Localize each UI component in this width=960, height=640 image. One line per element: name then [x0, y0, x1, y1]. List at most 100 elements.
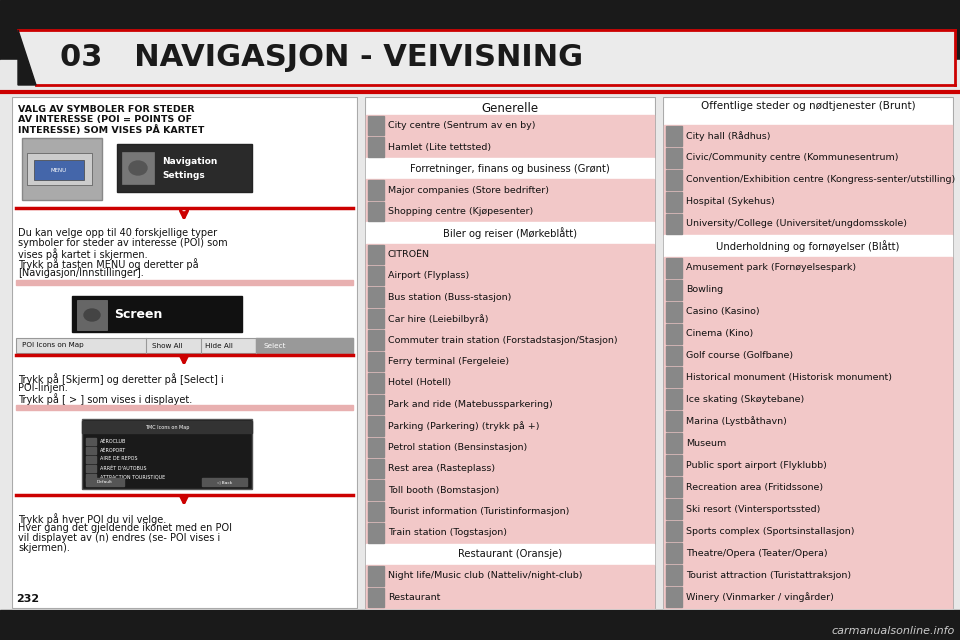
Text: Tourist information (Turistinformasjon): Tourist information (Turistinformasjon)	[388, 507, 569, 516]
Bar	[366, 351, 654, 372]
Bar	[666, 170, 682, 190]
Text: Car hire (Leiebilbyrå): Car hire (Leiebilbyrå)	[388, 314, 489, 324]
Text: MENU: MENU	[51, 168, 67, 173]
Text: Generelle: Generelle	[481, 102, 539, 115]
Bar	[666, 214, 682, 234]
Bar	[368, 481, 384, 500]
Text: Du kan velge opp til 40 forskjellige typer: Du kan velge opp til 40 forskjellige typ…	[18, 228, 217, 238]
Bar	[666, 565, 682, 585]
Bar	[366, 222, 654, 244]
Bar	[663, 97, 953, 608]
Text: Civic/Community centre (Kommunesentrum): Civic/Community centre (Kommunesentrum)	[686, 154, 899, 163]
Text: Commuter train station (Forstadstasjon/Stasjon): Commuter train station (Forstadstasjon/S…	[388, 335, 617, 344]
Bar	[366, 479, 654, 501]
Text: Trykk på [ > ] som vises i displayet.: Trykk på [ > ] som vises i displayet.	[18, 393, 192, 405]
Bar	[368, 588, 384, 607]
Text: Navigation: Navigation	[162, 157, 217, 166]
Text: Golf course (Golfbane): Golf course (Golfbane)	[686, 351, 793, 360]
Bar	[256, 338, 353, 353]
Bar	[666, 301, 682, 321]
Text: VALG AV SYMBOLER FOR STEDER: VALG AV SYMBOLER FOR STEDER	[18, 105, 195, 114]
Bar	[366, 522, 654, 544]
Bar	[0, 0, 960, 60]
Text: ATTRACTION TOURISTIQUE: ATTRACTION TOURISTIQUE	[100, 474, 165, 479]
Bar	[366, 330, 654, 351]
Bar	[366, 179, 654, 201]
Bar	[122, 152, 154, 184]
Text: AIRE DE REPOS: AIRE DE REPOS	[100, 456, 137, 461]
Bar	[664, 235, 952, 257]
Text: Bus station (Buss-stasjon): Bus station (Buss-stasjon)	[388, 292, 512, 301]
Text: POI-linjen.: POI-linjen.	[18, 383, 68, 393]
Text: Trykk på hver POI du vil velge.: Trykk på hver POI du vil velge.	[18, 513, 166, 525]
Text: Hamlet (Lite tettsted): Hamlet (Lite tettsted)	[388, 143, 492, 152]
Bar	[368, 116, 384, 136]
Bar	[368, 416, 384, 436]
Bar	[666, 192, 682, 212]
Bar	[666, 324, 682, 344]
Text: INTERESSE) SOM VISES PÅ KARTET: INTERESSE) SOM VISES PÅ KARTET	[18, 125, 204, 135]
Bar	[368, 266, 384, 285]
Bar	[366, 415, 654, 436]
Bar	[368, 395, 384, 414]
Bar	[368, 459, 384, 478]
Text: Hospital (Sykehus): Hospital (Sykehus)	[686, 197, 775, 206]
Bar	[366, 265, 654, 287]
Text: Tourist attraction (Turistattraksjon): Tourist attraction (Turistattraksjon)	[686, 571, 852, 580]
Bar	[368, 352, 384, 371]
Text: Ice skating (Skøytebane): Ice skating (Skøytebane)	[686, 395, 804, 404]
Bar	[664, 586, 952, 608]
Bar	[16, 405, 353, 410]
Bar	[664, 498, 952, 520]
Text: Hver gang det gjeldende ikonet med en POI: Hver gang det gjeldende ikonet med en PO…	[18, 523, 232, 533]
Text: Offentlige steder og nødtjenester (Brunt): Offentlige steder og nødtjenester (Brunt…	[701, 101, 915, 111]
Bar	[86, 447, 96, 454]
Bar	[368, 138, 384, 157]
Bar	[366, 394, 654, 415]
Bar	[666, 412, 682, 431]
Text: Bowling: Bowling	[686, 285, 723, 294]
Text: Train station (Togstasjon): Train station (Togstasjon)	[388, 529, 507, 538]
Bar	[366, 136, 654, 158]
Bar	[77, 300, 107, 330]
Bar	[666, 477, 682, 497]
Text: Parking (Parkering) (trykk på +): Parking (Parkering) (trykk på +)	[388, 421, 540, 431]
Bar	[666, 280, 682, 300]
Bar	[365, 97, 655, 608]
Text: symboler for steder av interesse (POI) som: symboler for steder av interesse (POI) s…	[18, 238, 228, 248]
Bar	[366, 587, 654, 608]
Bar	[666, 367, 682, 387]
Bar	[664, 454, 952, 476]
Bar	[202, 478, 247, 486]
Text: Forretninger, finans og business (Grønt): Forretninger, finans og business (Grønt)	[410, 164, 610, 173]
Text: 03   NAVIGASJON - VEIVISNING: 03 NAVIGASJON - VEIVISNING	[60, 44, 583, 72]
Bar	[366, 201, 654, 222]
Text: Amusement park (Fornøyelsespark): Amusement park (Fornøyelsespark)	[686, 263, 856, 272]
Bar	[366, 458, 654, 479]
Text: Petrol station (Bensinstasjon): Petrol station (Bensinstasjon)	[388, 443, 527, 452]
Bar	[666, 455, 682, 476]
Text: Show All: Show All	[152, 342, 182, 349]
Bar	[365, 97, 655, 608]
Bar	[368, 438, 384, 457]
Text: carmanualsonline.info: carmanualsonline.info	[831, 626, 955, 636]
Text: Night life/Music club (Natteliv/night-club): Night life/Music club (Natteliv/night-cl…	[388, 572, 583, 580]
Text: City hall (Rådhus): City hall (Rådhus)	[686, 131, 771, 141]
Text: Settings: Settings	[162, 170, 204, 179]
Bar	[664, 410, 952, 433]
Bar	[368, 309, 384, 328]
Bar	[368, 524, 384, 543]
Text: ARRÊT D'AUTOBUS: ARRÊT D'AUTOBUS	[100, 465, 147, 470]
Bar	[82, 421, 252, 433]
Text: AÉROPORT: AÉROPORT	[100, 447, 127, 452]
Text: Default: Default	[97, 480, 113, 484]
Text: skjermen).: skjermen).	[18, 543, 70, 553]
Text: Biler og reiser (Mørkeblått): Biler og reiser (Mørkeblått)	[443, 227, 577, 239]
Text: University/College (Universitet/ungdomsskole): University/College (Universitet/ungdomss…	[686, 220, 907, 228]
Text: Ferry terminal (Fergeleie): Ferry terminal (Fergeleie)	[388, 357, 509, 366]
Text: Public sport airport (Flyklubb): Public sport airport (Flyklubb)	[686, 461, 827, 470]
Bar	[664, 191, 952, 213]
Bar	[366, 565, 654, 587]
Text: Hide All: Hide All	[205, 342, 233, 349]
Text: vil displayet av (n) endres (se- POI vises i: vil displayet av (n) endres (se- POI vis…	[18, 533, 220, 543]
